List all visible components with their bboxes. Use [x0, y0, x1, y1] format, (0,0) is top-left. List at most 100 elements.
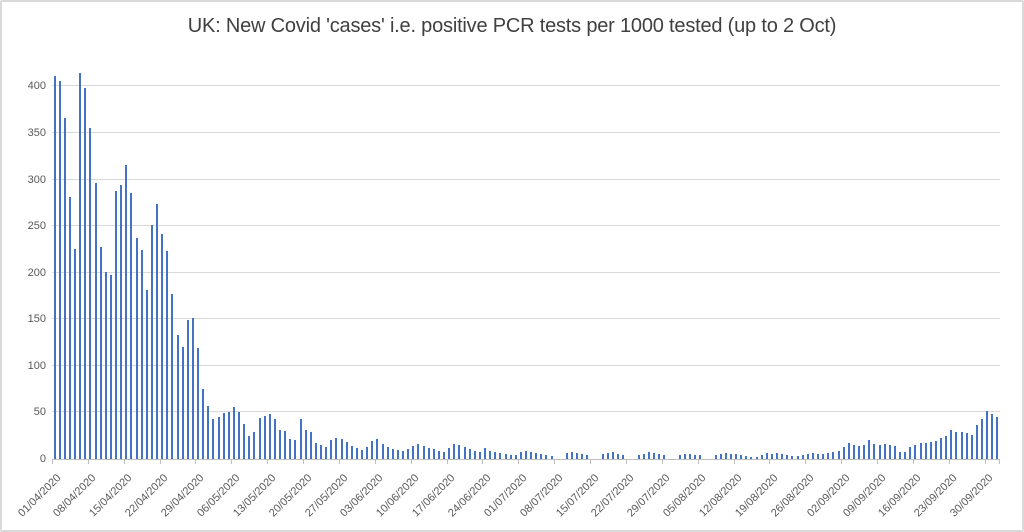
bar [811, 453, 814, 459]
gridline [52, 131, 1000, 133]
bar [817, 454, 820, 459]
bar [822, 454, 825, 459]
bar [104, 271, 107, 459]
x-tick-mark [554, 460, 556, 464]
bar [463, 446, 466, 459]
bar [109, 275, 112, 459]
y-axis-tick-label: 300 [27, 173, 46, 186]
bar [345, 442, 348, 459]
y-axis-tick-label: 100 [27, 359, 46, 372]
bar [852, 445, 855, 459]
bar [145, 290, 148, 459]
bar [745, 456, 748, 459]
bar [335, 437, 338, 459]
bar [612, 452, 615, 459]
x-tick-mark [590, 460, 592, 464]
bar [407, 448, 410, 459]
x-tick-mark [841, 460, 843, 464]
bar [422, 445, 425, 459]
bar [765, 453, 768, 459]
bar [396, 449, 399, 459]
bar [550, 456, 553, 459]
bar [530, 451, 533, 459]
x-tick-mark [733, 460, 735, 464]
y-axis-tick-label: 150 [27, 313, 46, 326]
bar [494, 451, 497, 459]
bar [899, 451, 902, 459]
bar [212, 418, 215, 459]
x-tick-mark [231, 460, 233, 464]
bar [514, 455, 517, 459]
bar [729, 454, 732, 459]
bar [770, 454, 773, 459]
x-tick-mark [999, 460, 1000, 464]
bar [919, 443, 922, 459]
bar [412, 445, 415, 459]
bar [448, 447, 451, 459]
bar [263, 416, 266, 459]
bar [227, 412, 230, 459]
y-axis-tick-label: 50 [33, 406, 46, 419]
x-tick-mark [805, 460, 807, 464]
bar [519, 451, 522, 459]
bar [617, 454, 620, 459]
bar [601, 454, 604, 459]
bar [545, 455, 548, 459]
bar [934, 441, 937, 459]
x-tick-mark [267, 460, 269, 464]
bar [858, 445, 861, 459]
bar [253, 431, 256, 459]
bar [606, 453, 609, 459]
bar [355, 447, 358, 459]
x-tick-mark [123, 460, 125, 464]
bar [735, 454, 738, 459]
bar [330, 440, 333, 459]
x-tick-mark [518, 460, 520, 464]
bar [914, 445, 917, 459]
bar [381, 444, 384, 459]
bar [458, 445, 461, 459]
gridline [52, 178, 1000, 180]
bar [571, 452, 574, 459]
bar [663, 455, 666, 459]
bar [688, 454, 691, 459]
bar [965, 432, 968, 459]
bar [945, 435, 948, 459]
bar [996, 417, 999, 459]
bar [361, 449, 364, 459]
bar [150, 225, 153, 459]
bar [202, 389, 205, 459]
gridline [52, 85, 1000, 87]
bar [801, 455, 804, 459]
bar [786, 455, 789, 459]
x-tick-mark [446, 460, 448, 464]
bar [760, 455, 763, 459]
x-tick-mark [303, 460, 305, 464]
bar [166, 251, 169, 459]
bar [63, 118, 66, 459]
bar [883, 444, 886, 459]
bar [366, 446, 369, 459]
bar [284, 431, 287, 459]
bar [232, 406, 235, 459]
bar [238, 412, 241, 459]
bar [525, 450, 527, 459]
bar [504, 454, 507, 459]
bar [443, 451, 445, 459]
bar [622, 455, 625, 459]
bar [683, 454, 686, 459]
bar [637, 455, 640, 459]
bar [863, 445, 866, 459]
bar [499, 453, 502, 459]
bar [719, 454, 722, 459]
y-axis-tick-label: 400 [27, 80, 46, 93]
bar [904, 451, 907, 459]
bar [68, 197, 71, 459]
bar [217, 417, 220, 459]
bar [950, 430, 953, 459]
bar [181, 347, 184, 459]
x-tick-mark [877, 460, 879, 464]
bar [427, 447, 430, 459]
bar [714, 455, 717, 459]
bar [535, 453, 538, 459]
